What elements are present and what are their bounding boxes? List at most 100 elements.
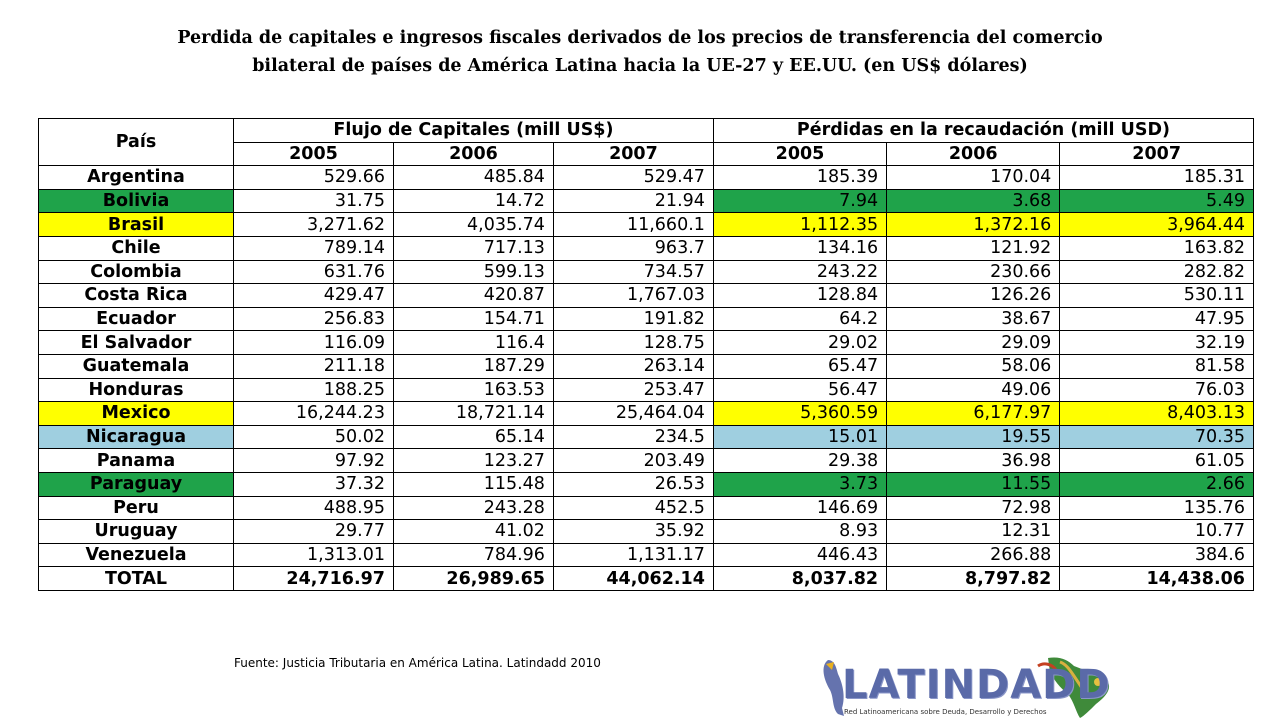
total-label-cell: TOTAL	[38, 566, 234, 591]
country-cell: Colombia	[38, 259, 234, 285]
perdida-value-cell: 5.49	[1059, 188, 1254, 214]
flujo-value-cell: 734.57	[552, 259, 714, 285]
flujo-value-cell: 123.27	[392, 448, 554, 473]
perdida-value-cell: 282.82	[1059, 259, 1254, 285]
flujo-value-cell: 187.29	[392, 353, 554, 379]
flujo-value-cell: 256.83	[233, 306, 394, 332]
source-note: Fuente: Justicia Tributaria en América L…	[234, 656, 601, 670]
flujo-value-cell: 29.77	[233, 519, 394, 544]
total-value-cell: 24,716.97	[233, 566, 394, 591]
flujo-value-cell: 485.84	[392, 165, 554, 190]
flujo-value-cell: 789.14	[233, 235, 394, 261]
total-value-cell: 26,989.65	[392, 566, 554, 591]
flujo-value-cell: 631.76	[233, 259, 394, 285]
country-cell: El Salvador	[38, 330, 234, 355]
perdida-value-cell: 12.31	[886, 519, 1061, 544]
perdida-value-cell: 1,372.16	[886, 212, 1061, 237]
flujo-value-cell: 420.87	[392, 283, 554, 308]
perdida-value-cell: 185.39	[712, 165, 888, 190]
perdida-value-cell: 3,964.44	[1059, 212, 1254, 237]
perdida-value-cell: 170.04	[886, 165, 1061, 190]
perdida-value-cell: 29.38	[712, 448, 888, 473]
table-row: Ecuador 256.83 154.71 191.82 64.2 38.67 47.95	[38, 306, 1254, 332]
flujo-value-cell: 14.72	[392, 188, 554, 214]
flujo-value-cell: 116.09	[233, 330, 394, 355]
table-row: Chile 789.14 717.13 963.7 134.16 121.92 163.82	[38, 235, 1254, 261]
flujo-value-cell: 97.92	[233, 448, 394, 473]
perdida-value-cell: 19.55	[886, 424, 1061, 450]
table-row: Panama 97.92 123.27 203.49 29.38 36.98 61.05	[38, 448, 1254, 473]
header-year: 2007	[552, 141, 714, 167]
perdida-value-cell: 146.69	[712, 495, 888, 521]
perdida-value-cell: 384.6	[1059, 542, 1254, 568]
latin-america-map-icon	[823, 657, 1110, 718]
total-value-cell: 8,797.82	[886, 566, 1061, 591]
logo-wordmark: LATINDADD	[842, 662, 1111, 708]
flujo-value-cell: 116.4	[392, 330, 554, 355]
perdida-value-cell: 121.92	[886, 235, 1061, 261]
flujo-value-cell: 963.7	[552, 235, 714, 261]
header-year: 2006	[392, 141, 554, 167]
flujo-value-cell: 65.14	[392, 424, 554, 450]
flujo-value-cell: 18,721.14	[392, 401, 554, 426]
country-cell: Mexico	[38, 401, 234, 426]
perdida-value-cell: 185.31	[1059, 165, 1254, 190]
perdida-value-cell: 530.11	[1059, 283, 1254, 308]
header-year: 2005	[712, 141, 888, 167]
table-row: Bolivia 31.75 14.72 21.94 7.94 3.68 5.49	[38, 188, 1254, 214]
table-header: País Flujo de Capitales (mill US$) Pérdi…	[38, 117, 1255, 167]
flujo-value-cell: 31.75	[233, 188, 394, 214]
flujo-value-cell: 529.47	[552, 165, 714, 190]
perdida-value-cell: 128.84	[712, 283, 888, 308]
flujo-value-cell: 529.66	[233, 165, 394, 190]
perdida-value-cell: 70.35	[1059, 424, 1254, 450]
perdida-value-cell: 1,112.35	[712, 212, 888, 237]
perdida-value-cell: 266.88	[886, 542, 1061, 568]
perdida-value-cell: 6,177.97	[886, 401, 1061, 426]
table-row: Peru 488.95 243.28 452.5 146.69 72.98 135.76	[38, 495, 1254, 521]
perdida-value-cell: 11.55	[886, 471, 1061, 497]
perdida-value-cell: 29.09	[886, 330, 1061, 355]
perdida-value-cell: 8,403.13	[1059, 401, 1254, 426]
perdida-value-cell: 81.58	[1059, 353, 1254, 379]
logo-tagline: Red Latinoamericana sobre Deuda, Desarro…	[844, 708, 1047, 716]
flujo-value-cell: 717.13	[392, 235, 554, 261]
total-value-cell: 44,062.14	[552, 566, 714, 591]
table-row: Colombia 631.76 599.13 734.57 243.22 230.66 28…	[38, 259, 1254, 285]
table-row: Argentina 529.66 485.84 529.47 185.39 170.04 1…	[38, 165, 1254, 190]
perdida-value-cell: 72.98	[886, 495, 1061, 521]
flujo-value-cell: 1,131.17	[552, 542, 714, 568]
country-cell: Argentina	[38, 165, 234, 190]
flujo-value-cell: 234.5	[552, 424, 714, 450]
table-row: Nicaragua 50.02 65.14 234.5 15.01 19.55 70.35	[38, 424, 1254, 450]
flujo-value-cell: 4,035.74	[392, 212, 554, 237]
flujo-value-cell: 25,464.04	[552, 401, 714, 426]
table-row: Honduras 188.25 163.53 253.47 56.47 49.06 76.0…	[38, 377, 1254, 403]
perdida-value-cell: 243.22	[712, 259, 888, 285]
flujo-value-cell: 128.75	[552, 330, 714, 355]
table-row: Brasil 3,271.62 4,035.74 11,660.1 1,112.35 1,…	[38, 212, 1254, 237]
flujo-value-cell: 163.53	[392, 377, 554, 403]
country-cell: Peru	[38, 495, 234, 521]
perdida-value-cell: 3.73	[712, 471, 888, 497]
flujo-value-cell: 35.92	[552, 519, 714, 544]
country-cell: Brasil	[38, 212, 234, 237]
country-cell: Guatemala	[38, 353, 234, 379]
table-row: Mexico 16,244.23 18,721.14 25,464.04 5,360.5…	[38, 401, 1254, 426]
perdida-value-cell: 7.94	[712, 188, 888, 214]
header-row-years: 2005 2006 2007 2005 2006 2007	[39, 141, 1254, 167]
data-table: País Flujo de Capitales (mill US$) Pérdi…	[38, 117, 1255, 591]
flujo-value-cell: 488.95	[233, 495, 394, 521]
perdida-value-cell: 5,360.59	[712, 401, 888, 426]
country-cell: Chile	[38, 235, 234, 261]
header-flujo-capitales: Flujo de Capitales (mill US$)	[233, 118, 714, 143]
flujo-value-cell: 41.02	[392, 519, 554, 544]
flujo-value-cell: 191.82	[552, 306, 714, 332]
perdida-value-cell: 49.06	[886, 377, 1061, 403]
table-row: Paraguay 37.32 115.48 26.53 3.73 11.55 2.66	[38, 471, 1254, 497]
flujo-value-cell: 16,244.23	[233, 401, 394, 426]
perdida-value-cell: 134.16	[712, 235, 888, 261]
country-cell: Paraguay	[38, 471, 234, 497]
flujo-value-cell: 1,767.03	[552, 283, 714, 308]
table-row: Guatemala 211.18 187.29 263.14 65.47 58.06 81.…	[38, 353, 1254, 379]
